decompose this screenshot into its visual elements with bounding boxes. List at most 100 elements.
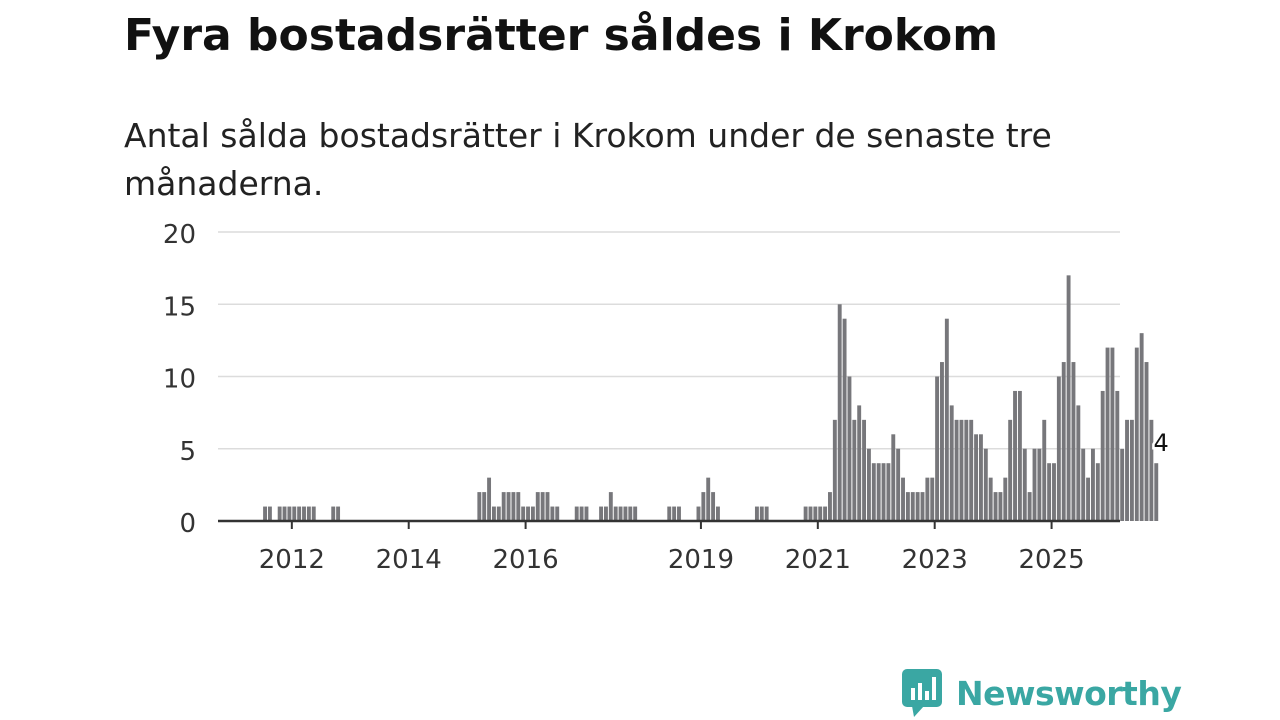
bar xyxy=(1095,463,1100,521)
bar xyxy=(501,492,506,521)
bar xyxy=(526,506,530,521)
bar xyxy=(1037,448,1042,521)
bar xyxy=(1071,362,1076,521)
bar xyxy=(857,405,862,521)
bar xyxy=(959,419,964,521)
bar xyxy=(628,506,633,521)
bar xyxy=(1090,448,1095,521)
bar xyxy=(866,448,871,521)
bar xyxy=(1066,275,1071,521)
bar xyxy=(1042,419,1047,521)
bar xyxy=(1081,448,1086,521)
bar xyxy=(881,463,886,521)
bar xyxy=(1056,376,1061,521)
bar xyxy=(482,492,487,521)
bar xyxy=(667,506,672,521)
chart-title: Fyra bostadsrätter såldes i Krokom xyxy=(124,10,999,61)
bar xyxy=(1154,463,1159,521)
bar xyxy=(920,492,925,521)
bar xyxy=(896,448,901,521)
x-tick-label: 2012 xyxy=(259,545,325,575)
bar xyxy=(618,506,623,521)
bar xyxy=(998,492,1003,521)
bar xyxy=(511,492,516,521)
bar xyxy=(808,506,813,521)
bar xyxy=(496,506,501,521)
bar xyxy=(901,477,905,521)
bar xyxy=(759,506,764,521)
bar xyxy=(915,492,920,521)
newsworthy-logo: Newsworthy xyxy=(902,668,1182,718)
bar xyxy=(1027,492,1032,521)
bar xyxy=(988,477,993,521)
bar xyxy=(823,506,828,521)
bar xyxy=(813,506,818,521)
bar xyxy=(487,477,492,521)
bar xyxy=(978,434,983,521)
y-tick-label: 0 xyxy=(179,509,196,539)
bar xyxy=(297,506,302,521)
bar xyxy=(287,506,292,521)
bar xyxy=(964,419,969,521)
bar xyxy=(930,477,935,521)
y-tick-label: 10 xyxy=(163,365,196,395)
x-tick-label: 2014 xyxy=(376,545,442,575)
bar xyxy=(1061,362,1066,521)
x-tick-label: 2025 xyxy=(1018,545,1084,575)
bar xyxy=(530,506,535,521)
bar xyxy=(506,492,511,521)
y-tick-label: 5 xyxy=(179,437,196,467)
bar xyxy=(974,434,979,521)
bar xyxy=(336,506,341,521)
bar xyxy=(331,506,336,521)
bar xyxy=(1105,347,1110,521)
bar xyxy=(1003,477,1008,521)
bar xyxy=(584,506,589,521)
bar xyxy=(545,492,550,521)
bar xyxy=(306,506,311,521)
bar xyxy=(677,506,681,521)
bar xyxy=(847,376,852,521)
bar xyxy=(282,506,287,521)
bar xyxy=(1115,390,1120,521)
bar xyxy=(311,506,316,521)
bar xyxy=(954,419,959,521)
bar xyxy=(1125,419,1129,521)
bar xyxy=(477,492,482,521)
bar xyxy=(574,506,579,521)
bar xyxy=(1139,333,1144,521)
bar xyxy=(1129,419,1134,521)
bar xyxy=(599,506,604,521)
bar xyxy=(633,506,638,521)
x-tick-label: 2016 xyxy=(493,545,559,575)
bar xyxy=(701,492,706,521)
y-tick-label: 15 xyxy=(163,292,196,322)
bar xyxy=(1134,347,1139,521)
bar xyxy=(1149,419,1154,521)
bar xyxy=(969,419,974,521)
bar xyxy=(910,492,915,521)
bar xyxy=(925,477,930,521)
bars xyxy=(263,275,1159,521)
bar xyxy=(1110,347,1115,521)
bar xyxy=(871,463,876,521)
bar xyxy=(828,492,832,521)
bar xyxy=(803,506,808,521)
bar xyxy=(521,506,526,521)
bar xyxy=(944,318,949,521)
bar xyxy=(862,419,867,521)
bar xyxy=(696,506,701,521)
bar xyxy=(1086,477,1091,521)
bar xyxy=(949,405,954,521)
x-tick-label: 2019 xyxy=(668,545,734,575)
bar xyxy=(579,506,584,521)
bar xyxy=(764,506,769,521)
bar xyxy=(1022,448,1027,521)
bar xyxy=(1013,390,1017,521)
x-tick-label: 2023 xyxy=(902,545,968,575)
bar xyxy=(267,506,272,521)
bar xyxy=(905,492,910,521)
bar xyxy=(940,362,944,521)
y-tick-label: 20 xyxy=(163,220,196,250)
chart-subtitle: Antal sålda bostadsrätter i Krokom under… xyxy=(124,116,1052,203)
